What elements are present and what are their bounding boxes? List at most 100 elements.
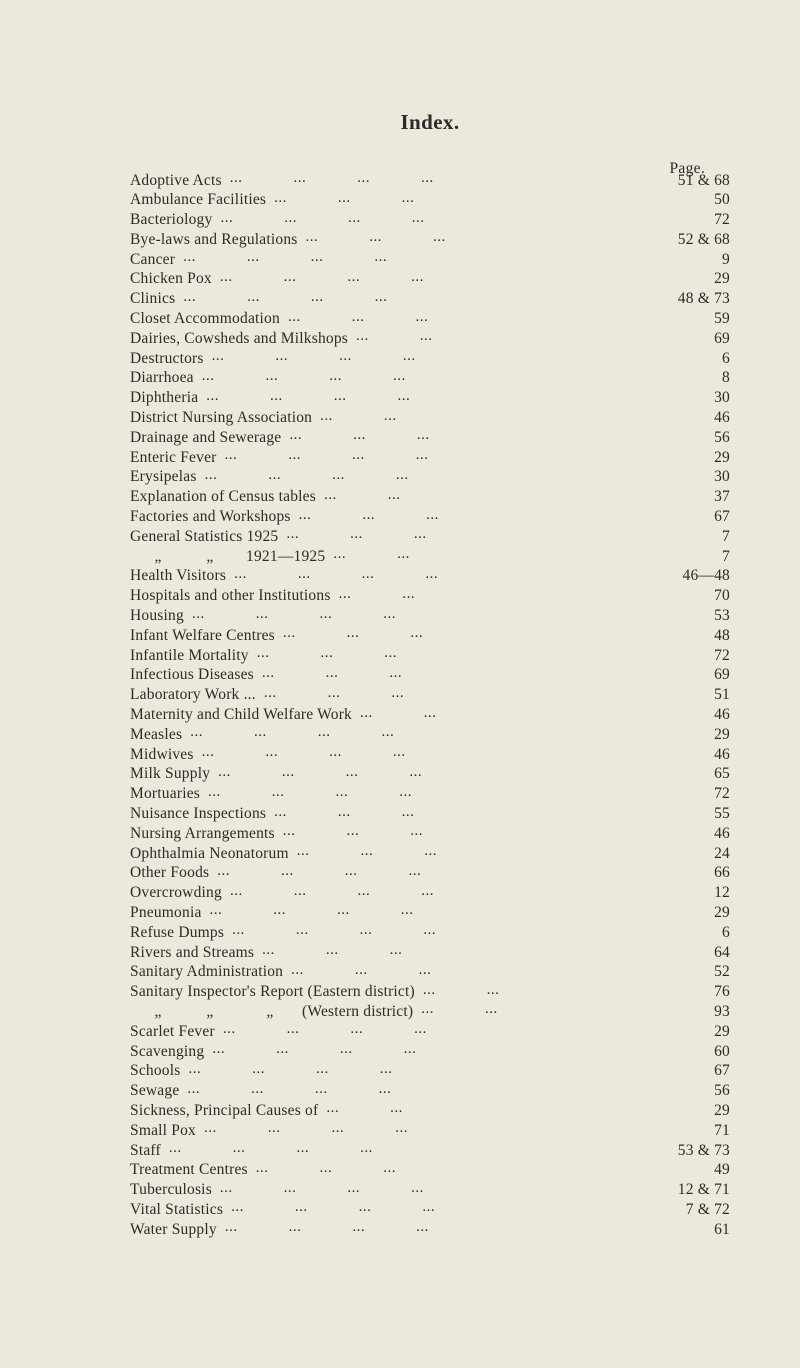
page-title: Index.	[130, 110, 730, 135]
dot-leader	[182, 723, 635, 739]
entry-label: Infantile Mortality	[130, 646, 249, 666]
entry-label: Ambulance Facilities	[130, 190, 266, 210]
entry-label: Midwives	[130, 745, 194, 765]
index-entry: Closet Accommodation 59	[130, 308, 730, 328]
index-entry: Destructors6	[130, 347, 730, 367]
entry-label: Pneumonia	[130, 903, 202, 923]
index-entry: Overcrowding12	[130, 882, 730, 902]
entry-page: 30	[635, 467, 730, 487]
index-entry: Milk Supply65	[130, 763, 730, 783]
entry-page: 59	[635, 309, 730, 329]
entry-page: 8	[635, 368, 730, 388]
entry-label: Dairies, Cowsheds and Milkshops	[130, 329, 348, 349]
dot-leader	[181, 1060, 636, 1076]
entry-label: Infectious Diseases	[130, 665, 254, 685]
index-entry: Diphtheria30	[130, 387, 730, 407]
entry-label: Nursing Arrangements	[130, 824, 275, 844]
dot-leader	[316, 486, 635, 502]
index-entry: Refuse Dumps6	[130, 921, 730, 941]
index-entry: Infant Welfare Centres48	[130, 624, 730, 644]
entry-label: Mortuaries	[130, 784, 200, 804]
index-entry: Nuisance Inspections55	[130, 803, 730, 823]
index-entry: Other Foods 66	[130, 862, 730, 882]
index-entry: Clinics48 & 73	[130, 288, 730, 308]
index-entry: Mortuaries 72	[130, 783, 730, 803]
index-entry: Maternity and Child Welfare Work46	[130, 704, 730, 724]
dot-leader	[275, 624, 635, 640]
index-entry: Housing53	[130, 605, 730, 625]
dot-leader	[212, 268, 635, 284]
entry-label: Sanitary Administration	[130, 962, 283, 982]
dot-leader	[249, 644, 635, 660]
dot-leader	[254, 941, 635, 957]
entry-label: Vital Statistics	[130, 1200, 223, 1220]
dot-leader	[175, 288, 635, 304]
entry-label: Small Pox	[130, 1121, 196, 1141]
index-entry: „ „ „ (Western district)93	[130, 1000, 730, 1020]
index-entry: Enteric Fever29	[130, 446, 730, 466]
entry-page: 12	[635, 883, 730, 903]
entry-label: Other Foods	[130, 863, 209, 883]
index-entry: Hospitals and other Institutions70	[130, 585, 730, 605]
entry-label: Treatment Centres	[130, 1160, 248, 1180]
dot-leader	[266, 189, 635, 205]
dot-leader	[217, 1218, 635, 1234]
entry-page: 30	[635, 388, 730, 408]
index-entry: Health Visitors 46—48	[130, 565, 730, 585]
dot-leader	[179, 1080, 635, 1096]
entry-label: Staff	[130, 1141, 161, 1161]
dot-leader	[281, 426, 635, 442]
entry-label: „ „ „ (Western district)	[130, 1002, 413, 1022]
entry-label: Health Visitors	[130, 566, 226, 586]
index-entry: Ambulance Facilities50	[130, 189, 730, 209]
entry-page: 64	[635, 943, 730, 963]
entry-page: 61	[635, 1220, 730, 1240]
entry-label: Closet Accommodation	[130, 309, 280, 329]
entry-page: 67	[635, 507, 730, 527]
entry-label: District Nursing Association	[130, 408, 312, 428]
index-entry: Chicken Pox29	[130, 268, 730, 288]
index-list: Adoptive Acts51 & 68Ambulance Facilities…	[130, 169, 730, 1238]
dot-leader	[215, 1020, 635, 1036]
entry-label: Milk Supply	[130, 764, 210, 784]
dot-leader	[204, 1040, 635, 1056]
index-entry: Pneumonia29	[130, 901, 730, 921]
index-entry: Vital Statistics7 & 72	[130, 1198, 730, 1218]
entry-page: 52	[635, 962, 730, 982]
index-entry: Infectious Diseases69	[130, 664, 730, 684]
dot-leader	[283, 961, 635, 977]
dot-leader	[223, 1198, 635, 1214]
dot-leader	[226, 565, 635, 581]
entry-page: 29	[635, 1022, 730, 1042]
dot-leader	[415, 981, 635, 997]
dot-leader	[224, 921, 635, 937]
entry-page: 66	[635, 863, 730, 883]
index-entry: Ophthalmia Neonatorum24	[130, 842, 730, 862]
entry-page: 72	[635, 210, 730, 230]
dot-leader	[222, 169, 635, 185]
dot-leader	[212, 209, 635, 225]
dot-leader	[194, 367, 635, 383]
entry-label: Bacteriology	[130, 210, 212, 230]
index-entry: Staff 53 & 73	[130, 1139, 730, 1159]
dot-leader	[278, 525, 635, 541]
dot-leader	[209, 862, 635, 878]
index-entry: Cancer9	[130, 248, 730, 268]
entry-label: Explanation of Census tables	[130, 487, 316, 507]
entry-page: 29	[635, 1101, 730, 1121]
entry-page: 53 & 73	[635, 1141, 730, 1161]
dot-leader	[175, 248, 635, 264]
entry-label: Bye-laws and Regulations	[130, 230, 298, 250]
entry-page: 71	[635, 1121, 730, 1141]
index-entry: Explanation of Census tables37	[130, 486, 730, 506]
entry-label: Adoptive Acts	[130, 171, 222, 191]
index-entry: Diarrhoea8	[130, 367, 730, 387]
entry-label: Sanitary Inspector's Report (Eastern dis…	[130, 982, 415, 1002]
index-entry: Laboratory Work ...51	[130, 684, 730, 704]
entry-page: 46—48	[635, 566, 730, 586]
index-entry: Treatment Centres49	[130, 1159, 730, 1179]
index-entry: Sewage56	[130, 1080, 730, 1100]
dot-leader	[197, 466, 635, 482]
entry-page: 72	[635, 784, 730, 804]
dot-leader	[200, 783, 635, 799]
